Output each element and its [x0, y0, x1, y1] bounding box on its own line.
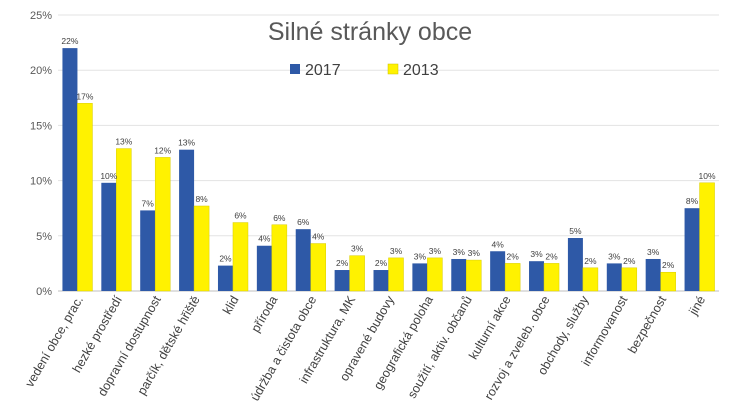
x-tick-label: jiné: [686, 293, 708, 318]
bar-2017: [217, 265, 233, 291]
bar-2013: [621, 267, 638, 292]
bar-2017: [101, 182, 117, 291]
bar-2013: [699, 182, 715, 292]
chart-title: Silné stránky obce: [268, 18, 472, 46]
data-labels: 22%10%7%13%2%4%6%2% 2%3% 3%4%3%5%3% 3%8%17%…: [61, 36, 716, 270]
y-tick-label: 10%: [30, 176, 52, 188]
bar-2017: [606, 263, 622, 291]
legend: 2017 2013: [290, 62, 439, 79]
bar-2013: [466, 259, 482, 292]
data-label: 12%: [154, 145, 171, 155]
bar-2017: [373, 270, 389, 291]
data-label: 7%: [142, 198, 155, 208]
bar-2013: [388, 257, 404, 292]
x-tick-label: bezpečnost: [625, 293, 669, 356]
y-tick-label: 5%: [36, 231, 52, 243]
bar-2013: [504, 263, 521, 292]
bar-2017: [490, 251, 506, 291]
bar-2017: [684, 208, 700, 291]
legend-swatch-2017: [290, 64, 300, 74]
data-label: 8%: [195, 194, 208, 204]
y-tick-label: 15%: [30, 120, 52, 132]
data-label: 13%: [178, 138, 195, 148]
data-label: 6%: [297, 217, 310, 227]
bar-2017: [412, 263, 428, 291]
bar-2017: [567, 238, 583, 291]
bar-2013: [154, 157, 171, 292]
data-label: 6%: [234, 211, 247, 221]
bar-2013: [582, 267, 599, 292]
legend-swatch-2013: [387, 63, 399, 75]
data-label: 5%: [569, 226, 582, 236]
data-label: 3%: [351, 244, 364, 254]
y-tick-label: 0%: [36, 286, 52, 298]
bar-2017: [451, 258, 467, 291]
bar-2017: [140, 210, 156, 291]
x-axis: vedení obce, prac.hezké prostředídopravn…: [22, 293, 708, 404]
bar-2017: [295, 229, 311, 291]
data-label: 2%: [545, 251, 558, 261]
data-label: 3%: [608, 251, 621, 261]
data-label: 17%: [76, 91, 93, 101]
data-label: 6%: [273, 213, 286, 223]
legend-label-2013: 2013: [403, 62, 439, 79]
x-tick-label: vedení obce, prac.: [22, 294, 86, 390]
data-label: 3%: [647, 247, 660, 257]
y-tick-label: 25%: [30, 10, 52, 22]
bar-2013: [232, 222, 249, 292]
bar-2017: [529, 261, 545, 291]
data-label: 4%: [258, 234, 271, 244]
data-label: 2%: [584, 256, 597, 266]
data-label: 4%: [312, 232, 325, 242]
data-label: 3%: [390, 246, 403, 256]
bar-2013: [543, 263, 560, 292]
y-tick-label: 20%: [30, 65, 52, 77]
data-label: 4%: [491, 239, 504, 249]
bar-2013: [116, 148, 132, 292]
data-label: 2%: [506, 251, 519, 261]
data-label: 3%: [429, 246, 442, 256]
data-label: 10%: [699, 171, 716, 181]
data-label: 2%: [219, 254, 232, 264]
data-label: 2%: [375, 258, 388, 268]
data-label: 3%: [414, 251, 427, 261]
x-tick-label: příroda: [249, 293, 281, 334]
data-label: 2%: [662, 260, 675, 270]
bar-2013: [427, 257, 443, 292]
bar-2013: [660, 271, 676, 292]
bar-2013: [310, 243, 326, 292]
data-label: 10%: [100, 171, 117, 181]
y-axis: 0% 5% 10% 15% 20% 25%: [30, 10, 52, 298]
legend-label-2017: 2017: [305, 62, 341, 79]
data-label: 3%: [530, 249, 543, 259]
bar-2013: [271, 224, 288, 292]
bar-2017: [334, 270, 350, 291]
bar-2017: [256, 245, 272, 291]
bar-2013: [349, 255, 365, 292]
data-label: 3%: [453, 247, 466, 257]
bar-2017: [179, 149, 195, 291]
bar-2013: [77, 103, 93, 292]
bar-2017: [645, 258, 661, 291]
bar-2017: [62, 48, 78, 292]
data-label: 2%: [623, 256, 636, 266]
data-label: 13%: [115, 137, 132, 147]
data-label: 8%: [686, 196, 699, 206]
x-tick-label: klid: [220, 293, 242, 316]
bar-2013: [193, 205, 210, 292]
data-label: 22%: [61, 36, 78, 46]
data-label: 2%: [336, 258, 349, 268]
bars: [62, 48, 715, 292]
data-label: 3%: [468, 248, 481, 258]
